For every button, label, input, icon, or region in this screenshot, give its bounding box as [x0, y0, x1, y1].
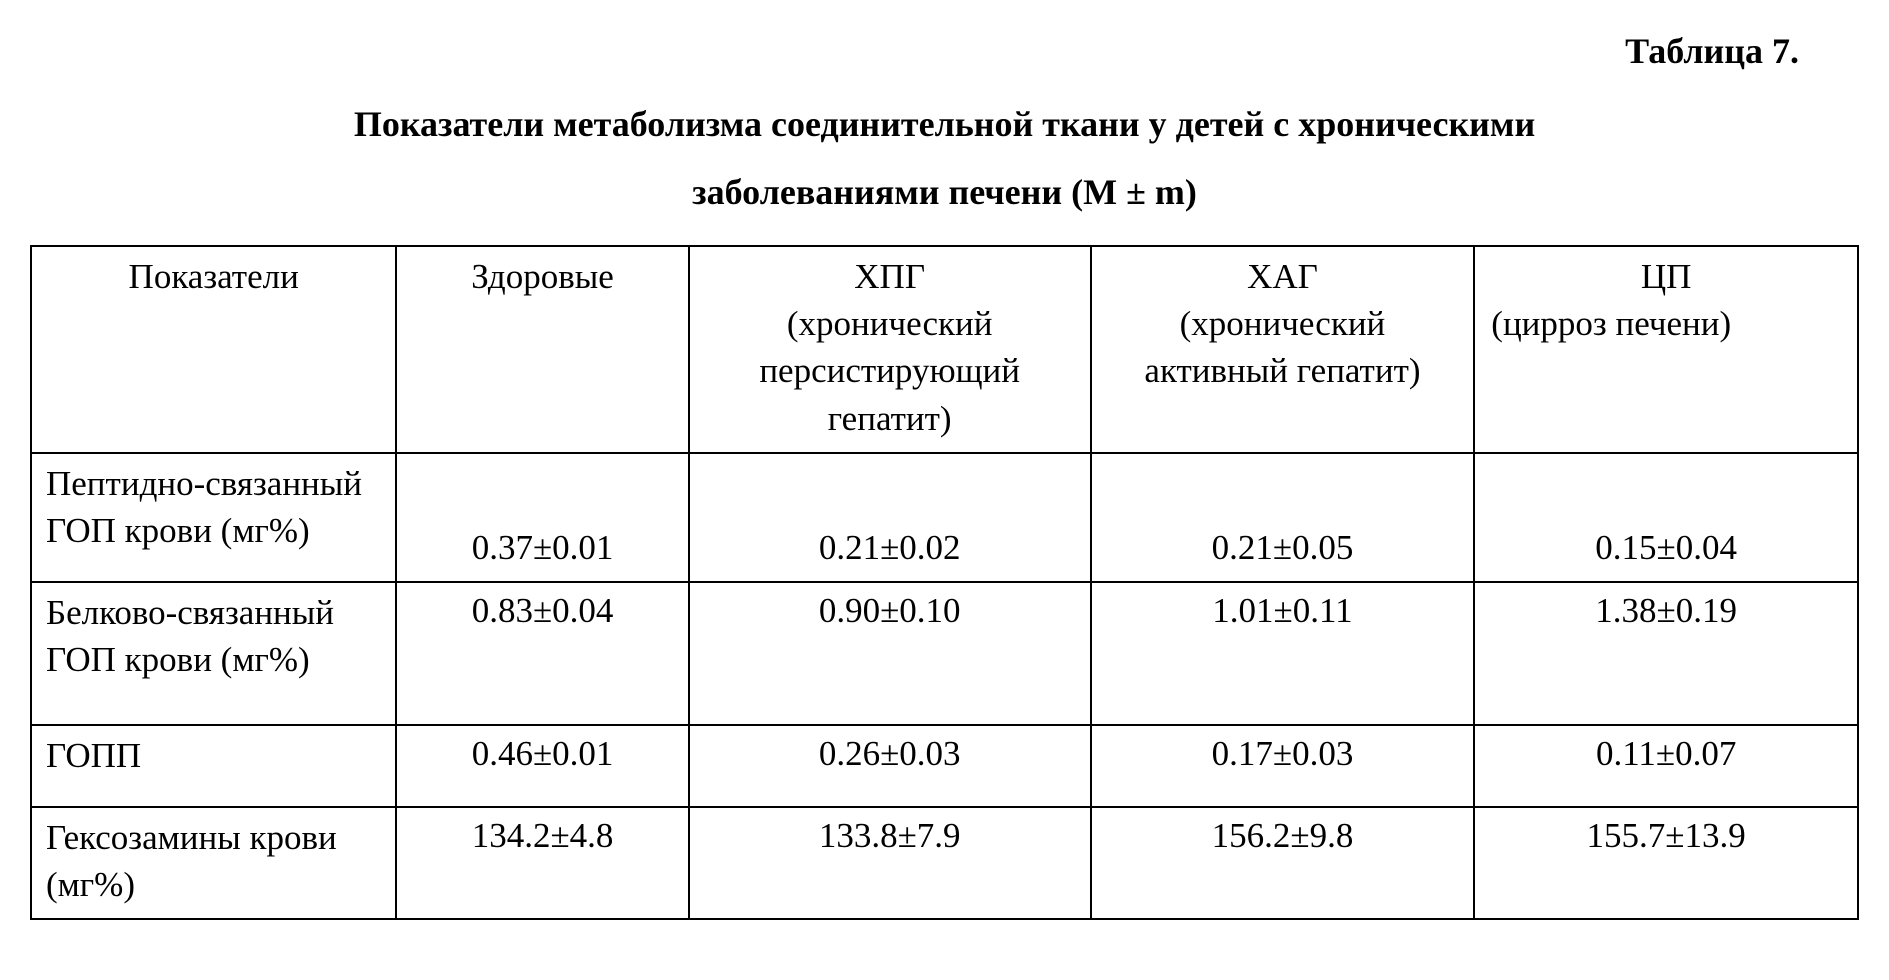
col-header-1-main: Здоровые: [411, 253, 673, 300]
row-1-val-3: 1.38±0.19: [1474, 582, 1858, 725]
page: Таблица 7. Показатели метаболизма соедин…: [0, 0, 1889, 980]
row-3-val-1: 133.8±7.9: [689, 807, 1091, 920]
row-0-label: Пептидно-связанный ГОП крови (мг%): [31, 453, 396, 582]
col-header-0: Показатели: [31, 246, 396, 453]
table-row: Белково-связанный ГОП крови (мг%) 0.83±0…: [31, 582, 1858, 725]
title-line-2: заболеваниями печени (M ± m): [692, 172, 1197, 212]
col-header-2: ХПГ (хронический персистирующий гепатит): [689, 246, 1091, 453]
row-1-val-0: 0.83±0.04: [396, 582, 688, 725]
table-number: Таблица 7.: [30, 30, 1799, 72]
row-2-val-0: 0.46±0.01: [396, 725, 688, 806]
col-header-2-main: ХПГ: [704, 253, 1076, 300]
row-0-val-2: 0.21±0.05: [1091, 453, 1475, 582]
row-1-val-1: 0.90±0.10: [689, 582, 1091, 725]
row-2-val-1: 0.26±0.03: [689, 725, 1091, 806]
row-0-val-0: 0.37±0.01: [396, 453, 688, 582]
row-2-label: ГОПП: [31, 725, 396, 806]
col-header-1: Здоровые: [396, 246, 688, 453]
row-2-val-3: 0.11±0.07: [1474, 725, 1858, 806]
row-0-val-3: 0.15±0.04: [1474, 453, 1858, 582]
row-3-val-0: 134.2±4.8: [396, 807, 688, 920]
table-row: ГОПП 0.46±0.01 0.26±0.03 0.17±0.03 0.11±…: [31, 725, 1858, 806]
col-header-3-sub: (хронический активный гепатит): [1106, 300, 1460, 395]
table-head: Показатели Здоровые ХПГ (хронический пер…: [31, 246, 1858, 453]
table-body: Пептидно-связанный ГОП крови (мг%) 0.37±…: [31, 453, 1858, 919]
col-header-0-main: Показатели: [46, 253, 381, 300]
row-2-val-2: 0.17±0.03: [1091, 725, 1475, 806]
row-1-label: Белково-связанный ГОП крови (мг%): [31, 582, 396, 725]
col-header-3-main: ХАГ: [1106, 253, 1460, 300]
col-header-4-sub: (цирроз печени): [1489, 300, 1843, 347]
data-table: Показатели Здоровые ХПГ (хронический пер…: [30, 245, 1859, 920]
col-header-3: ХАГ (хронический активный гепатит): [1091, 246, 1475, 453]
row-3-val-2: 156.2±9.8: [1091, 807, 1475, 920]
row-0-val-1: 0.21±0.02: [689, 453, 1091, 582]
row-3-val-3: 155.7±13.9: [1474, 807, 1858, 920]
title-line-1: Показатели метаболизма соединительной тк…: [354, 104, 1535, 144]
header-row: Показатели Здоровые ХПГ (хронический пер…: [31, 246, 1858, 453]
table-row: Гексозамины крови (мг%) 134.2±4.8 133.8±…: [31, 807, 1858, 920]
col-header-2-sub: (хронический персистирующий гепатит): [704, 300, 1076, 442]
col-header-4: ЦП (цирроз печени): [1474, 246, 1858, 453]
col-header-4-main: ЦП: [1489, 253, 1843, 300]
row-3-label: Гексозамины крови (мг%): [31, 807, 396, 920]
table-title: Показатели метаболизма соединительной тк…: [30, 90, 1859, 227]
row-1-val-2: 1.01±0.11: [1091, 582, 1475, 725]
table-row: Пептидно-связанный ГОП крови (мг%) 0.37±…: [31, 453, 1858, 582]
